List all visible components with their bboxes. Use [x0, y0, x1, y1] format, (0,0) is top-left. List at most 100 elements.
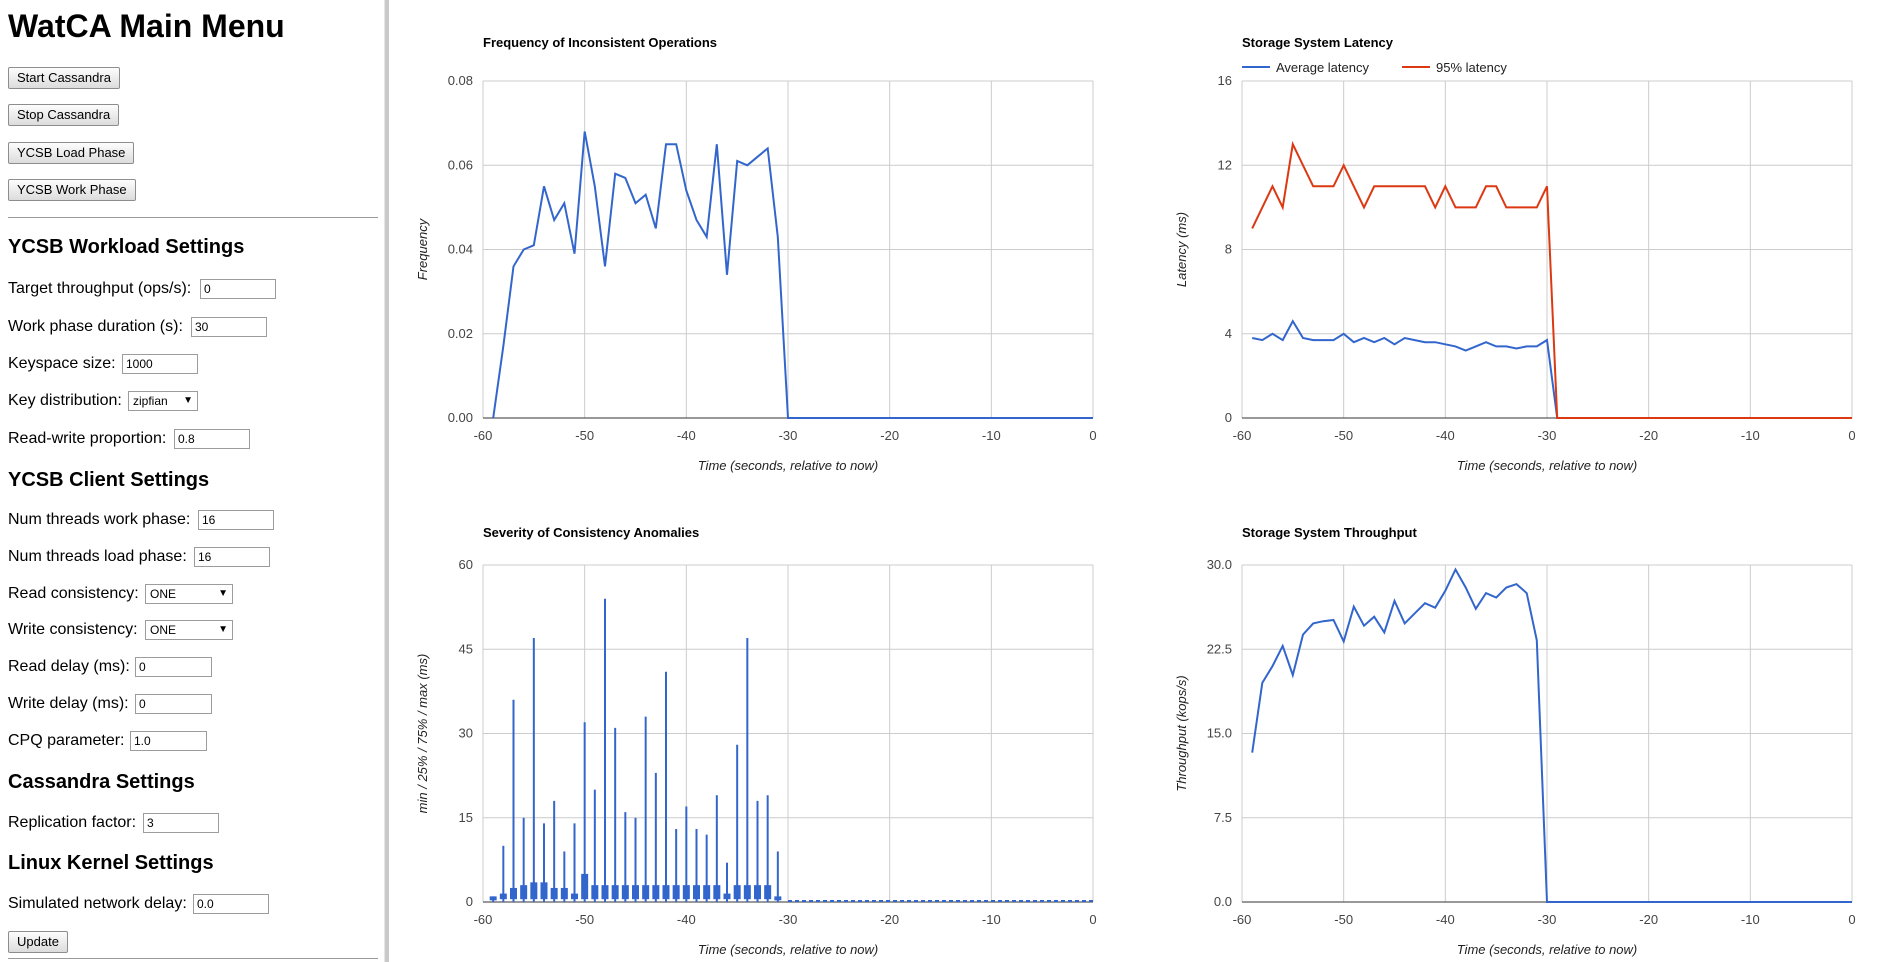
- candle-box: [713, 885, 721, 900]
- replication-factor-input[interactable]: [143, 813, 219, 833]
- y-tick-label: 0.02: [448, 326, 473, 341]
- x-axis-label: Time (seconds, relative to now): [1457, 458, 1638, 473]
- work-duration-label: Work phase duration (s):: [8, 318, 183, 335]
- y-tick-label: 4: [1225, 326, 1232, 341]
- work-duration-input[interactable]: [191, 317, 267, 337]
- candle-box: [591, 885, 599, 900]
- x-tick-label: -10: [1741, 428, 1760, 443]
- legend-label-0: Average latency: [1276, 60, 1369, 75]
- y-tick-label: 0.00: [448, 410, 473, 425]
- x-tick-label: -50: [1334, 428, 1353, 443]
- key-distribution-select[interactable]: zipfian ▼: [128, 391, 198, 411]
- y-tick-label: 22.5: [1207, 641, 1232, 656]
- x-tick-label: -50: [1334, 912, 1353, 927]
- ycsb-work-phase-button[interactable]: YCSB Work Phase: [8, 179, 136, 201]
- latency-chart: Storage System Latency 0 4 8 12 16 -60 -50 -40 -3…: [1174, 35, 1856, 473]
- read-consistency-select[interactable]: ONE ▼: [145, 584, 233, 604]
- candle-box: [764, 885, 772, 900]
- x-tick-label: -50: [575, 912, 594, 927]
- threads-load-label: Num threads load phase:: [8, 548, 187, 565]
- candle-box: [540, 882, 548, 900]
- x-tick-label: 0: [1089, 912, 1096, 927]
- write-delay-input[interactable]: [135, 694, 212, 714]
- y-tick-label: 45: [459, 641, 473, 656]
- keyspace-size-input[interactable]: [122, 354, 198, 374]
- x-tick-label: 0: [1848, 428, 1855, 443]
- target-throughput-input[interactable]: [200, 279, 276, 299]
- y-axis-label: Frequency: [415, 217, 430, 280]
- x-tick-label: -60: [474, 428, 493, 443]
- read-delay-label: Read delay (ms):: [8, 658, 130, 675]
- rw-proportion-input[interactable]: [174, 429, 250, 449]
- y-axis-label: min / 25% / 75% / max (ms): [415, 654, 430, 814]
- candle-box: [693, 885, 700, 900]
- x-tick-label: -10: [982, 428, 1001, 443]
- candle-box: [530, 882, 538, 900]
- write-consistency-value: ONE: [150, 623, 177, 637]
- candle-box: [662, 885, 670, 900]
- y-tick-label: 0.08: [448, 73, 473, 88]
- candle-box: [642, 885, 650, 900]
- candle-box: [672, 885, 680, 900]
- candle-box: [550, 887, 558, 900]
- x-tick-label: -20: [880, 912, 899, 927]
- candle-box: [652, 885, 660, 900]
- series-line-1: [1251, 140, 1852, 419]
- threads-work-label: Num threads work phase:: [8, 511, 191, 528]
- keyspace-size-label: Keyspace size:: [8, 355, 116, 372]
- chevron-down-icon: ▼: [218, 588, 228, 599]
- cassandra-settings-heading: Cassandra Settings: [8, 771, 195, 793]
- y-tick-label: 0.0: [1214, 894, 1232, 909]
- candle-box: [560, 887, 568, 900]
- chevron-down-icon: ▼: [183, 395, 193, 406]
- y-tick-label: 0.04: [448, 242, 473, 257]
- update-button[interactable]: Update: [8, 931, 68, 953]
- read-delay-input[interactable]: [135, 657, 212, 677]
- x-tick-label: -40: [677, 428, 696, 443]
- frequency-chart: Frequency of Inconsistent Operations 0.00…: [415, 35, 1097, 473]
- y-tick-label: 0.06: [448, 157, 473, 172]
- candle-box: [632, 885, 639, 900]
- ycsb-load-phase-button[interactable]: YCSB Load Phase: [8, 142, 135, 164]
- sidebar: WatCA Main Menu Start Cassandra Stop Cas…: [0, 0, 384, 962]
- y-tick-label: 0: [1225, 410, 1232, 425]
- x-axis-label: Time (seconds, relative to now): [698, 458, 879, 473]
- stop-cassandra-button[interactable]: Stop Cassandra: [8, 104, 120, 126]
- chart-title: Storage System Throughput: [1242, 525, 1417, 540]
- target-throughput-label: Target throughput (ops/s):: [8, 280, 192, 297]
- candle-box: [520, 885, 528, 900]
- x-axis-label: Time (seconds, relative to now): [698, 942, 879, 957]
- y-axis-label: Throughput (kops/s): [1174, 675, 1189, 791]
- candle-box: [621, 885, 629, 900]
- candle-box: [743, 885, 751, 900]
- x-tick-label: 0: [1089, 428, 1096, 443]
- cpq-parameter-input[interactable]: [130, 731, 207, 751]
- write-consistency-select[interactable]: ONE ▼: [145, 620, 233, 640]
- threads-work-input[interactable]: [198, 510, 274, 530]
- candle-box: [774, 896, 782, 901]
- write-delay-label: Write delay (ms):: [8, 695, 129, 712]
- threads-load-input[interactable]: [194, 547, 270, 567]
- x-tick-label: -30: [1538, 912, 1557, 927]
- divider-line: [8, 958, 378, 959]
- x-tick-label: -20: [1639, 428, 1658, 443]
- candle-box: [703, 885, 711, 900]
- panel-divider[interactable]: [384, 0, 389, 962]
- x-tick-label: -30: [1538, 428, 1557, 443]
- chart-title: Storage System Latency: [1242, 35, 1394, 50]
- candle-box: [571, 893, 578, 900]
- x-tick-label: -30: [779, 428, 798, 443]
- network-delay-input[interactable]: [193, 894, 269, 914]
- start-cassandra-button[interactable]: Start Cassandra: [8, 67, 120, 89]
- candle-box: [489, 896, 497, 901]
- candle-box: [754, 885, 761, 900]
- cpq-parameter-label: CPQ parameter:: [8, 732, 125, 749]
- network-delay-label: Simulated network delay:: [8, 895, 187, 912]
- y-tick-label: 30: [459, 726, 473, 741]
- chevron-down-icon: ▼: [218, 624, 228, 635]
- y-tick-label: 15: [459, 810, 473, 825]
- y-tick-label: 15.0: [1207, 726, 1232, 741]
- candle-box: [499, 893, 507, 900]
- candle-box: [601, 885, 609, 900]
- linux-kernel-heading: Linux Kernel Settings: [8, 852, 214, 874]
